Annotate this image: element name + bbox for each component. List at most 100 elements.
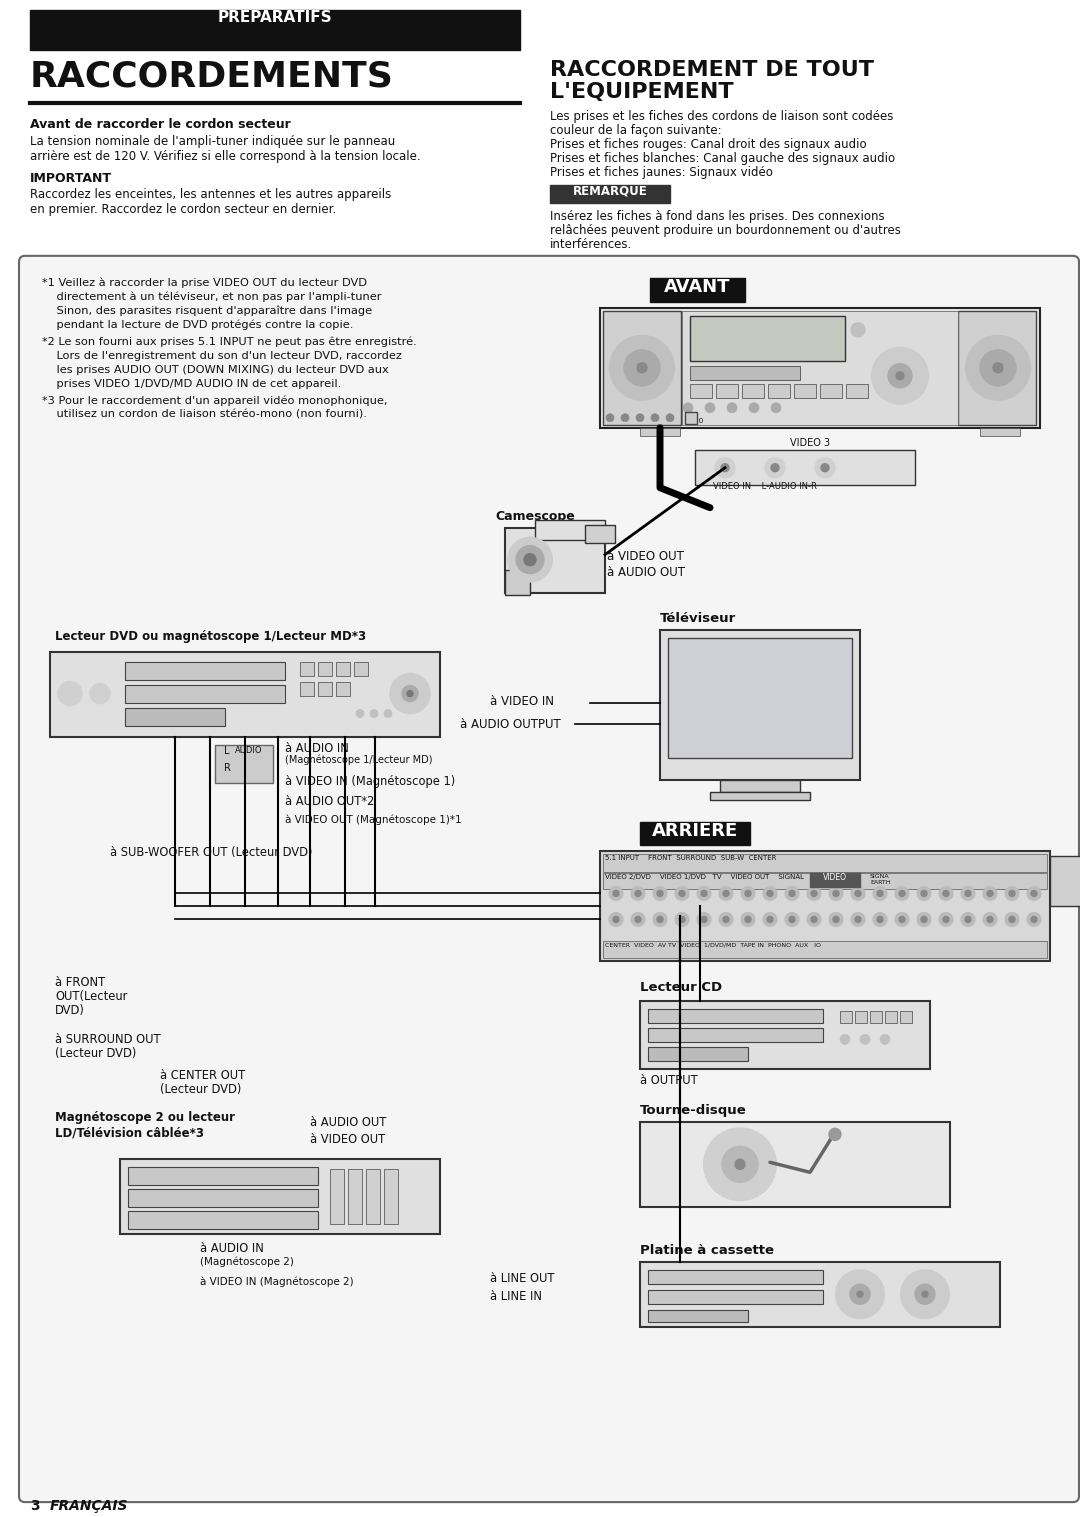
Circle shape: [901, 1270, 949, 1318]
Text: (Magnétoscope 1/Lecteur MD): (Magnétoscope 1/Lecteur MD): [285, 754, 432, 765]
Bar: [820, 384, 842, 397]
Circle shape: [657, 916, 663, 922]
Text: à FRONT: à FRONT: [55, 977, 105, 989]
Circle shape: [943, 890, 949, 897]
Bar: [50, 652, 440, 737]
Circle shape: [721, 464, 729, 472]
Text: OUT(Lecteur: OUT(Lecteur: [55, 991, 127, 1003]
Circle shape: [356, 710, 364, 718]
Circle shape: [851, 886, 865, 901]
Text: à VIDEO IN (Magnétoscope 2): à VIDEO IN (Magnétoscope 2): [200, 1276, 353, 1286]
Circle shape: [745, 916, 751, 922]
Bar: [318, 661, 332, 675]
Bar: [603, 942, 1047, 959]
Bar: [366, 1170, 380, 1224]
Bar: [215, 745, 273, 783]
Circle shape: [888, 364, 912, 388]
Text: (Magnétoscope 2): (Magnétoscope 2): [200, 1256, 294, 1267]
Circle shape: [715, 458, 735, 478]
Bar: [685, 411, 697, 423]
Text: utilisez un cordon de liaison stéréo-mono (non fourni).: utilisez un cordon de liaison stéréo-mon…: [42, 410, 367, 420]
Bar: [650, 278, 745, 302]
Circle shape: [807, 912, 821, 927]
Circle shape: [631, 912, 645, 927]
Circle shape: [829, 1129, 841, 1141]
Text: VIDEO 2/DVD    VIDEO 1/DVD   TV    VIDEO OUT    SIGNAL: VIDEO 2/DVD VIDEO 1/DVD TV VIDEO OUT SIG…: [605, 874, 804, 880]
Circle shape: [980, 350, 1016, 385]
Bar: [669, 637, 852, 757]
Circle shape: [1031, 890, 1037, 897]
Circle shape: [679, 916, 685, 922]
Text: PREPARATIFS: PREPARATIFS: [218, 11, 333, 24]
Bar: [720, 780, 800, 792]
Text: Avant de raccorder le cordon secteur: Avant de raccorder le cordon secteur: [30, 118, 291, 130]
Text: *2 Le son fourni aux prises 5.1 INPUT ne peut pas être enregistré.: *2 Le son fourni aux prises 5.1 INPUT ne…: [42, 337, 417, 347]
Circle shape: [771, 402, 781, 413]
Bar: [600, 851, 1050, 962]
Text: L'EQUIPEMENT: L'EQUIPEMENT: [550, 82, 733, 102]
Text: interférences.: interférences.: [550, 238, 632, 250]
Circle shape: [653, 886, 667, 901]
Circle shape: [657, 890, 663, 897]
Text: RACCORDEMENTS: RACCORDEMENTS: [30, 61, 394, 94]
Text: DVD): DVD): [55, 1004, 85, 1018]
Text: REMARQUE: REMARQUE: [572, 185, 647, 197]
Circle shape: [609, 886, 623, 901]
Circle shape: [679, 890, 685, 897]
Bar: [648, 1047, 748, 1062]
Text: Sinon, des parasites risquent d'apparaître dans l'image: Sinon, des parasites risquent d'apparaît…: [42, 306, 373, 317]
Text: AUDIO: AUDIO: [235, 745, 262, 754]
Circle shape: [719, 912, 733, 927]
Text: à AUDIO IN: à AUDIO IN: [285, 742, 349, 754]
Circle shape: [1005, 886, 1020, 901]
Text: (Lecteur DVD): (Lecteur DVD): [55, 1047, 136, 1060]
FancyBboxPatch shape: [19, 256, 1079, 1502]
Circle shape: [524, 554, 536, 566]
Circle shape: [917, 886, 931, 901]
Bar: [846, 384, 868, 397]
Bar: [690, 384, 712, 397]
Circle shape: [939, 886, 953, 901]
Circle shape: [829, 912, 843, 927]
Text: Prises et fiches jaunes: Signaux vidéo: Prises et fiches jaunes: Signaux vidéo: [550, 165, 773, 179]
Bar: [681, 311, 958, 425]
Circle shape: [966, 890, 971, 897]
Circle shape: [873, 886, 887, 901]
Text: VIDEO 3: VIDEO 3: [789, 438, 831, 448]
Bar: [129, 1211, 318, 1229]
Circle shape: [701, 890, 707, 897]
Bar: [648, 1029, 823, 1042]
Circle shape: [402, 686, 418, 701]
Text: à VIDEO OUT (Magnétoscope 1)*1: à VIDEO OUT (Magnétoscope 1)*1: [285, 815, 461, 825]
Text: à VIDEO OUT: à VIDEO OUT: [607, 549, 684, 563]
Bar: [660, 630, 860, 780]
Circle shape: [1027, 912, 1041, 927]
Circle shape: [961, 886, 975, 901]
Text: à AUDIO OUT*2: à AUDIO OUT*2: [285, 795, 375, 807]
Text: L: L: [224, 745, 229, 755]
Circle shape: [899, 890, 905, 897]
Circle shape: [807, 886, 821, 901]
Bar: [885, 1012, 897, 1024]
Text: en premier. Raccordez le cordon secteur en dernier.: en premier. Raccordez le cordon secteur …: [30, 203, 336, 215]
Circle shape: [785, 912, 799, 927]
Circle shape: [877, 890, 883, 897]
Bar: [640, 1001, 930, 1069]
Text: FRANÇAIS: FRANÇAIS: [50, 1499, 129, 1512]
Circle shape: [762, 912, 777, 927]
Bar: [603, 854, 1047, 872]
Circle shape: [735, 1159, 745, 1170]
Circle shape: [987, 916, 993, 922]
Circle shape: [1009, 890, 1015, 897]
Circle shape: [683, 402, 693, 413]
Circle shape: [750, 402, 759, 413]
Circle shape: [508, 537, 552, 581]
Bar: [535, 520, 605, 540]
Text: à OUTPUT: à OUTPUT: [640, 1074, 698, 1088]
Text: Lecteur CD: Lecteur CD: [640, 981, 723, 995]
Bar: [354, 661, 368, 675]
Text: Lors de l'enregistrement du son d'un lecteur DVD, raccordez: Lors de l'enregistrement du son d'un lec…: [42, 350, 402, 361]
Circle shape: [966, 335, 1030, 400]
Text: 5.1 INPUT    FRONT  SURROUND  SUB-W  CENTER: 5.1 INPUT FRONT SURROUND SUB-W CENTER: [605, 856, 777, 862]
Text: à SURROUND OUT: à SURROUND OUT: [55, 1033, 161, 1047]
